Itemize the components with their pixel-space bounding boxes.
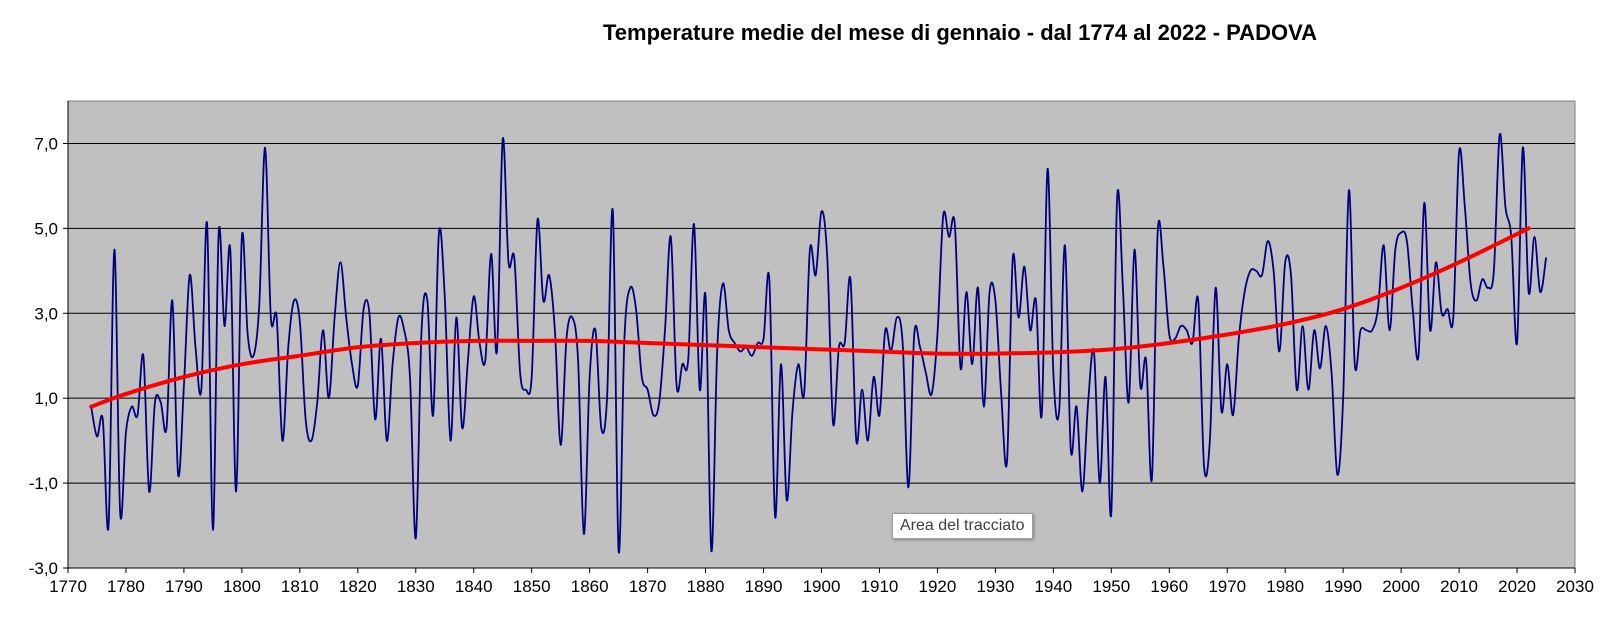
y-tick-label: 5,0 [34,219,58,238]
x-tick-label: 1880 [687,577,725,596]
x-tick-label: 1920 [919,577,957,596]
plot-area-tooltip: Area del tracciato [892,513,1033,539]
x-tick-label: 1990 [1324,577,1362,596]
x-tick-label: 1960 [1150,577,1188,596]
y-tick-label: 1,0 [34,389,58,408]
x-tick-label: 1940 [1034,577,1072,596]
x-tick-label: 1910 [861,577,899,596]
temperature-series-line[interactable] [90,133,1547,554]
x-tick-label: 1980 [1266,577,1304,596]
x-tick-label: 1790 [165,577,203,596]
x-tick-label: 1900 [803,577,841,596]
y-tick-label: 7,0 [34,134,58,153]
series-layer [89,133,1547,554]
x-tick-label: 1890 [745,577,783,596]
x-tick-label: 1860 [571,577,609,596]
x-tick-label: 2000 [1382,577,1420,596]
x-tick-label: 1830 [397,577,435,596]
x-tick-label: 1820 [339,577,377,596]
chart-title: Temperature medie del mese di gennaio - … [602,20,1318,45]
y-tick-label: 3,0 [34,304,58,323]
x-tick-label: 1840 [455,577,493,596]
tick-labels: -3,0 -1,0 1,0 3,0 5,0 7,0 1770 1780 1790 1800 1810… [29,134,1594,596]
x-tick-label: 1950 [1092,577,1130,596]
axes [63,101,1576,573]
plot-area[interactable] [67,100,1576,569]
y-tick-label: -1,0 [29,474,58,493]
y-tick-label: -3,0 [29,559,58,578]
x-tick-label: 1850 [513,577,551,596]
x-tick-label: 1800 [223,577,261,596]
trend-line[interactable] [89,226,1531,409]
x-tick-label: 1870 [629,577,667,596]
x-tick-label: 2020 [1498,577,1536,596]
x-tick-label: 2010 [1440,577,1478,596]
x-tick-label: 1770 [49,577,87,596]
x-tick-label: 1970 [1208,577,1246,596]
x-tick-label: 1930 [976,577,1014,596]
x-tick-label: 2030 [1556,577,1594,596]
x-tick-label: 1810 [281,577,319,596]
x-tick-label: 1780 [107,577,145,596]
